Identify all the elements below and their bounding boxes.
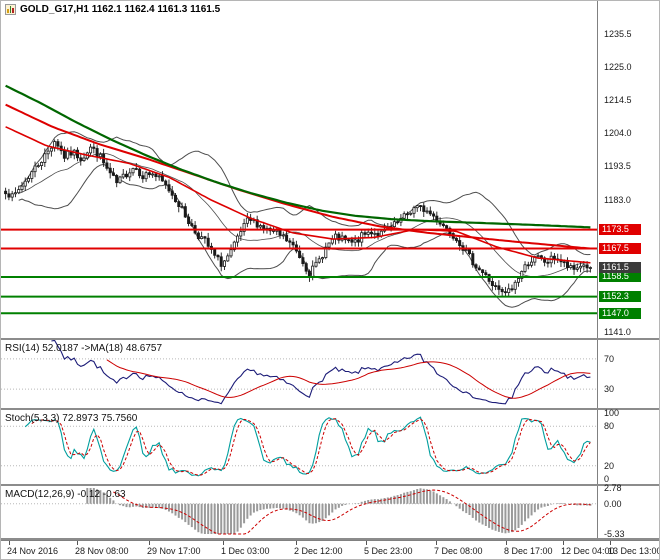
time-axis-label: 12 Dec 04:00 (561, 546, 615, 556)
macd-level-label: 2.78 (604, 483, 622, 493)
price-axis[interactable]: 1235.5 1225.0 1214.5 1204.0 1193.5 1183.0 1141… (597, 1, 659, 338)
rsi-level-label: 30 (604, 384, 615, 394)
time-axis-tick (223, 541, 224, 545)
stochastic-level-label: 80 (604, 421, 615, 431)
time-axis-label: 2 Dec 12:00 (294, 546, 343, 556)
price-tick-label: 1193.5 (604, 161, 631, 171)
time-axis-tick (563, 541, 564, 545)
chart-title-text: GOLD_G17,H1 1162.1 1162.4 1161.3 1161.5 (20, 4, 221, 15)
panel-separator[interactable] (1, 338, 659, 340)
price-line-marker: 1173.5 (599, 224, 641, 235)
time-axis-label: 13 Dec 13:00 (608, 546, 660, 556)
time-axis-tick (77, 541, 78, 545)
stochastic-level-label: 100 (604, 408, 620, 418)
time-axis-label: 8 Dec 17:00 (504, 546, 553, 556)
price-tick-label: 1183.0 (604, 195, 631, 205)
rsi-panel: 70 30 RSI(14) 52.0187 ->MA(18) 48.6757 (1, 340, 659, 408)
time-axis-tick (9, 541, 10, 545)
chart-title: GOLD_G17,H1 1162.1 1162.4 1161.3 1161.5 (5, 4, 220, 15)
price-line-marker: 1147.0 (599, 308, 641, 319)
main-chart-canvas[interactable] (1, 1, 597, 338)
rsi-level-label: 70 (604, 354, 615, 364)
panel-separator[interactable] (1, 408, 659, 410)
panel-separator[interactable] (1, 484, 659, 486)
stochastic-title: Stoch(5,3,3) 72.8973 75.7560 (5, 413, 138, 424)
time-axis-tick (610, 541, 611, 545)
rsi-title: RSI(14) 52.0187 ->MA(18) 48.6757 (5, 343, 163, 354)
price-tick-label: 1204.0 (604, 128, 632, 138)
price-tick-label: 1225.0 (604, 62, 632, 72)
macd-level-label: -5.33 (604, 529, 625, 539)
price-tick-label: 1141.0 (604, 327, 631, 337)
time-axis-tick (366, 541, 367, 545)
macd-axis: 2.78 0.00 -5.33 (597, 483, 659, 539)
stochastic-canvas[interactable] (1, 410, 597, 484)
current-price-marker: 1161.5 (599, 262, 641, 273)
time-axis-label: 7 Dec 08:00 (434, 546, 483, 556)
panel-separator[interactable] (1, 538, 659, 540)
symbol-chart-icon (5, 4, 16, 15)
macd-level-label: 0.00 (604, 499, 622, 509)
price-tick-label: 1214.5 (604, 95, 632, 105)
stochastic-panel: 100 80 20 0 Stoch(5,3,3) 72.8973 75.7560 (1, 408, 659, 484)
macd-title: MACD(12,26,9) -0.12 -0.63 (5, 489, 126, 500)
time-axis[interactable]: 24 Nov 2016 28 Nov 08:00 29 Nov 17:00 1 Dec… (1, 540, 660, 559)
price-line-marker: 1152.3 (599, 291, 641, 302)
price-tick-label: 1235.5 (604, 29, 632, 39)
price-line-marker: 1167.5 (599, 243, 641, 254)
time-axis-label: 28 Nov 08:00 (75, 546, 129, 556)
stochastic-level-label: 0 (604, 474, 610, 484)
stochastic-level-label: 20 (604, 461, 615, 471)
time-axis-label: 29 Nov 17:00 (147, 546, 201, 556)
time-axis-label: 24 Nov 2016 (7, 546, 59, 556)
main-chart-panel: 1235.5 1225.0 1214.5 1204.0 1193.5 1183.0 1141… (1, 1, 659, 338)
rsi-axis: 70 30 (597, 340, 659, 408)
stochastic-axis: 100 80 20 0 (597, 408, 659, 484)
price-line-marker: 1158.5 (599, 271, 641, 282)
time-axis-tick (506, 541, 507, 545)
time-axis-tick (296, 541, 297, 545)
time-axis-label: 5 Dec 23:00 (364, 546, 413, 556)
macd-canvas[interactable] (1, 486, 597, 538)
time-axis-tick (149, 541, 150, 545)
macd-panel: 2.78 0.00 -5.33 MACD(12,26,9) -0.12 -0.63 (1, 483, 659, 539)
time-axis-label: 1 Dec 03:00 (221, 546, 270, 556)
rsi-canvas[interactable] (1, 340, 597, 408)
time-axis-tick (436, 541, 437, 545)
